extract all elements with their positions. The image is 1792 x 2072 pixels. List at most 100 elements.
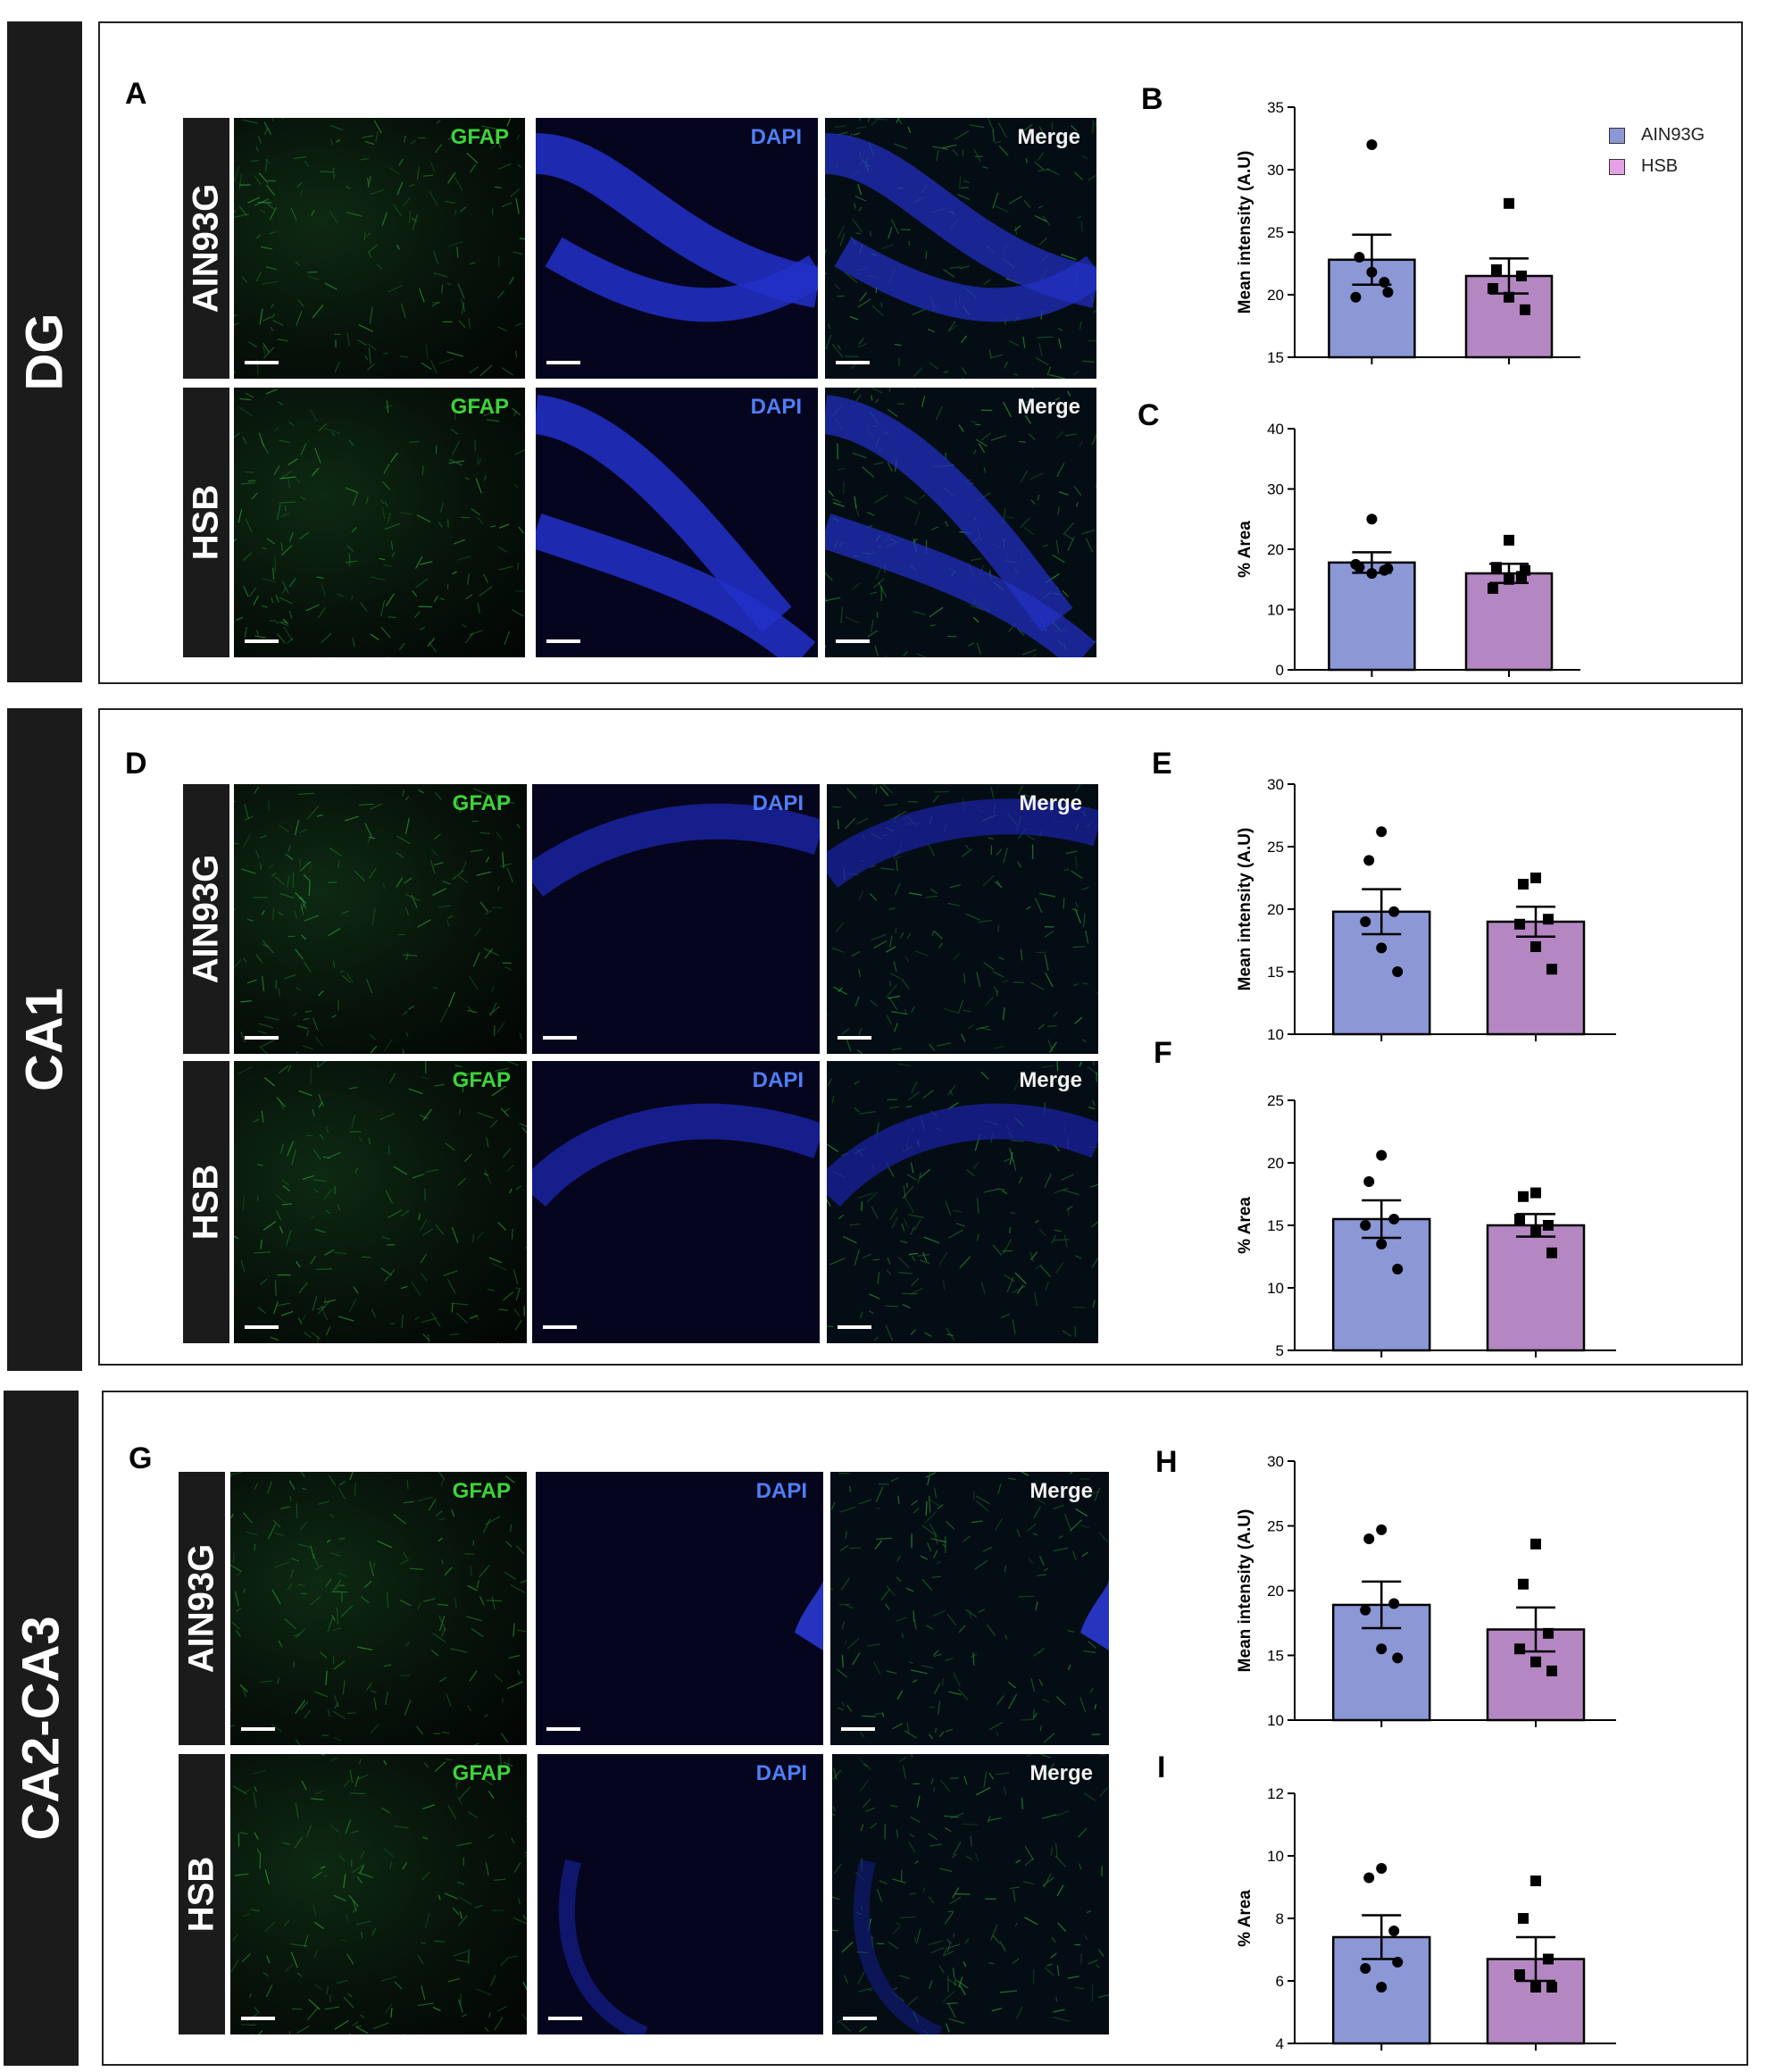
data-point-ain <box>1360 916 1371 927</box>
ca1-hsb-dapi-image: DAPI <box>532 1061 820 1343</box>
scale-bar <box>843 2017 877 2020</box>
dg-hsb-dapi-image: DAPI <box>536 388 818 657</box>
data-point-ain <box>1366 514 1378 525</box>
y-tick-label: 10 <box>1267 1026 1284 1043</box>
scale-bar <box>548 2017 582 2020</box>
chart-f: 5 10 15 20 25 % Area <box>1223 1091 1652 1359</box>
y-tick-label: 10 <box>1267 1848 1284 1865</box>
data-point-ain <box>1363 855 1375 866</box>
y-tick-label: 25 <box>1267 224 1284 241</box>
chart-svg: 0 10 20 30 40 % Area <box>1236 421 1580 679</box>
panel-letter-e: E <box>1152 747 1172 781</box>
bar-hsb <box>1464 572 1554 672</box>
y-tick-label: 15 <box>1267 349 1284 366</box>
y-axis-label: Mean intensity (A.U) <box>1236 151 1254 314</box>
data-point-ain <box>1376 1149 1388 1161</box>
y-axis-label: Mean intensity (A.U) <box>1236 1509 1254 1673</box>
y-tick-label: 10 <box>1267 1280 1284 1297</box>
row-tab-ca23-ain: AIN93G <box>179 1472 225 1745</box>
y-tick-label: 15 <box>1267 964 1284 981</box>
scale-bar <box>245 1325 279 1329</box>
data-point-hsb <box>1546 1247 1557 1258</box>
scale-bar <box>543 1325 577 1329</box>
ca23-hsb-merge-image: Merge <box>832 1754 1109 2034</box>
y-tick-label: 25 <box>1267 839 1284 856</box>
data-point-hsb <box>1520 304 1530 315</box>
y-tick-label: 20 <box>1267 287 1284 304</box>
data-point-ain <box>1388 1214 1400 1224</box>
data-point-ain <box>1376 1524 1388 1535</box>
data-point-hsb <box>1530 1187 1541 1199</box>
ca1-hsb-gfap-image: GFAP <box>234 1061 527 1343</box>
y-tick-label: 8 <box>1276 1910 1284 1927</box>
data-point-ain <box>1376 1863 1388 1874</box>
data-point-ain <box>1388 906 1400 917</box>
row-tab-ca23-hsb: HSB <box>179 1754 225 2034</box>
y-tick-label: 30 <box>1267 776 1284 793</box>
ca23-ain-merge-image: Merge <box>830 1472 1109 1745</box>
ca23-ain-dapi-image: DAPI <box>536 1472 823 1745</box>
y-tick-label: 12 <box>1267 1785 1284 1802</box>
data-point-hsb <box>1520 564 1530 576</box>
y-tick-label: 30 <box>1267 162 1284 179</box>
chart-svg: 10 15 20 25 30 Mean intensity (A.U) <box>1236 1453 1616 1729</box>
data-point-hsb <box>1546 1982 1557 1993</box>
data-point-ain <box>1392 1957 1404 1968</box>
y-axis-label: % Area <box>1236 1890 1254 1947</box>
data-point-hsb <box>1530 1226 1541 1237</box>
y-tick-label: 20 <box>1267 901 1284 918</box>
data-point-hsb <box>1504 197 1514 209</box>
data-point-ain <box>1350 558 1362 570</box>
y-tick-label: 25 <box>1267 1518 1284 1535</box>
data-point-hsb <box>1530 1538 1541 1550</box>
data-point-hsb <box>1546 1665 1557 1676</box>
y-tick-label: 5 <box>1276 1342 1284 1359</box>
row-tab-dg-hsb: HSB <box>183 388 229 657</box>
ca1-ain-gfap-image: GFAP <box>234 784 527 1054</box>
bar-hsb <box>1486 1224 1586 1352</box>
panel-letter-a: A <box>125 77 147 111</box>
scale-bar <box>245 361 279 364</box>
data-point-hsb <box>1514 918 1525 930</box>
data-point-hsb <box>1530 1876 1541 1886</box>
panel-letter-g: G <box>129 1441 153 1475</box>
y-tick-label: 35 <box>1267 99 1284 116</box>
data-point-ain <box>1379 277 1390 288</box>
y-tick-label: 10 <box>1267 1712 1284 1729</box>
data-point-hsb <box>1546 964 1557 975</box>
row-tab-ca1-hsb: HSB <box>183 1061 229 1343</box>
data-point-hsb <box>1518 1913 1529 1924</box>
y-tick-label: 15 <box>1267 1217 1284 1234</box>
data-point-ain <box>1376 1239 1388 1249</box>
y-tick-label: 4 <box>1276 2035 1284 2052</box>
data-point-ain <box>1363 1533 1375 1544</box>
dg-ain-dapi-image: DAPI <box>536 118 818 379</box>
data-point-hsb <box>1504 573 1514 585</box>
panel-letter-d: D <box>125 747 147 781</box>
legend-item-hsb: HSB <box>1609 156 1704 177</box>
scale-bar <box>543 1036 577 1040</box>
data-point-hsb <box>1543 1627 1554 1639</box>
data-point-ain <box>1388 1598 1400 1609</box>
chart-c: 0 10 20 30 40 % Area <box>1223 420 1616 679</box>
data-point-hsb <box>1514 1214 1525 1224</box>
data-point-ain <box>1360 1963 1371 1974</box>
data-point-hsb <box>1516 271 1527 281</box>
data-point-hsb <box>1543 914 1554 925</box>
dg-ain-gfap-image: GFAP <box>234 118 525 379</box>
data-point-ain <box>1392 1264 1404 1274</box>
scale-bar <box>241 1727 275 1731</box>
y-axis-label: Mean intensity (A.U) <box>1236 828 1254 991</box>
chart-i: 4 6 8 10 12 % Area <box>1223 1784 1652 2052</box>
data-point-ain <box>1366 568 1378 579</box>
data-point-ain <box>1354 252 1365 263</box>
data-point-hsb <box>1491 264 1502 275</box>
data-point-ain <box>1388 1926 1400 1936</box>
panel-letter-b: B <box>1141 82 1163 116</box>
bar-hsb <box>1486 920 1586 1036</box>
region-tab-dg: DG <box>7 21 82 682</box>
dg-ain-merge-image: Merge <box>825 118 1096 379</box>
data-point-hsb <box>1530 1982 1541 1993</box>
chart-svg: 4 6 8 10 12 % Area <box>1236 1785 1616 2052</box>
data-point-ain <box>1382 287 1394 298</box>
